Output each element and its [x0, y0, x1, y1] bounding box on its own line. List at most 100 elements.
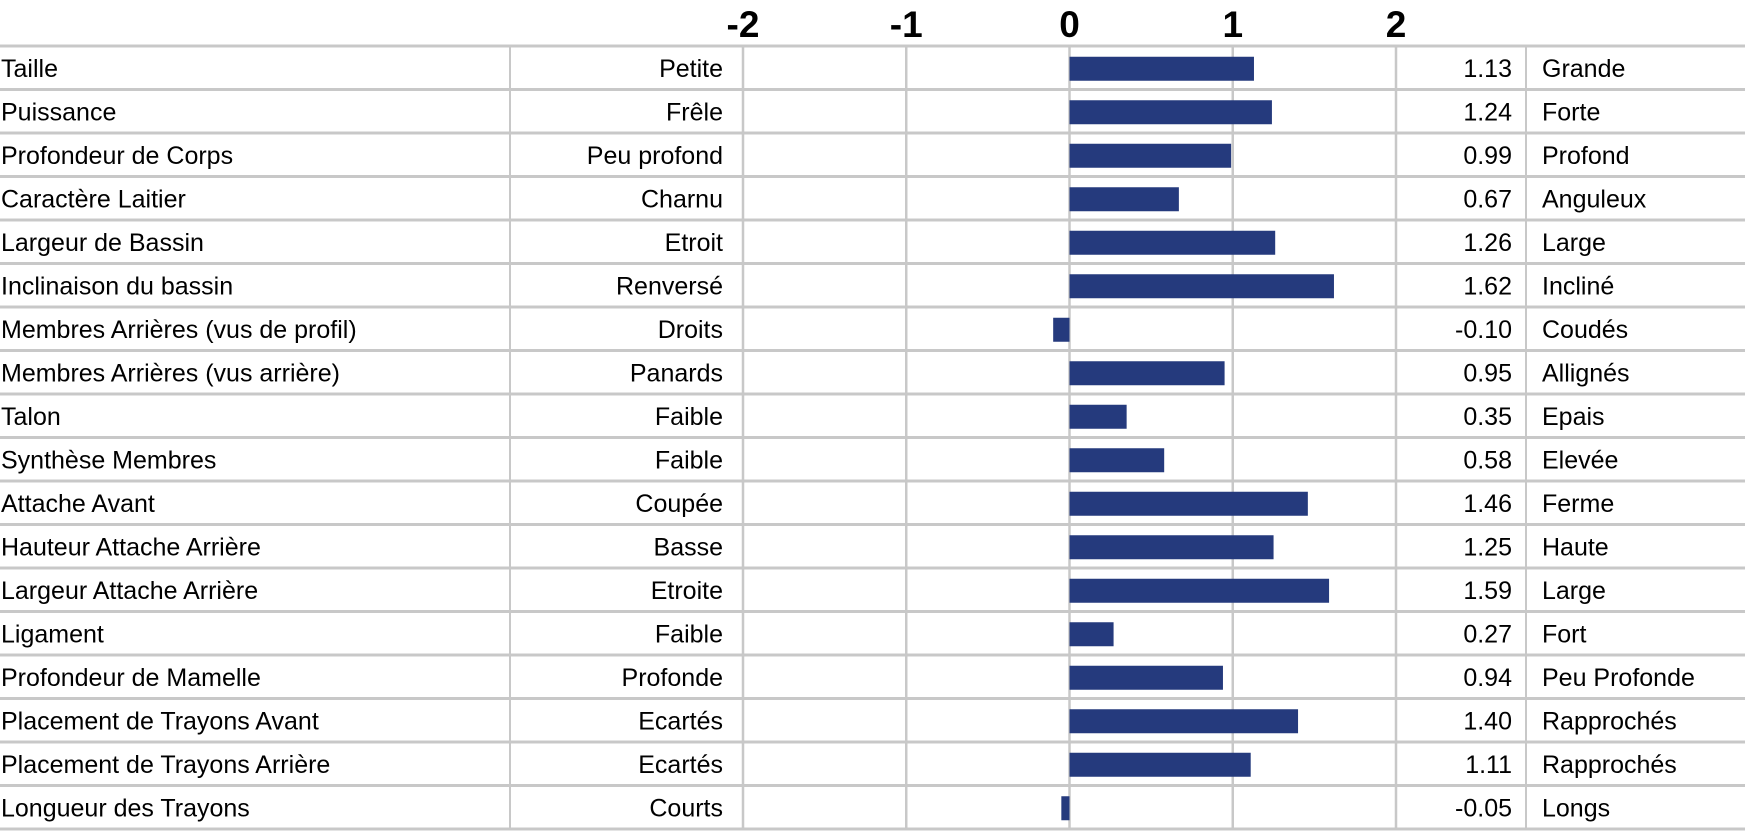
value-label: -0.05 — [1455, 794, 1512, 822]
trait-label: Membres Arrières (vus de profil) — [1, 316, 357, 344]
x-tick-label: 1 — [1222, 4, 1243, 45]
trait-row: Largeur de Bassin Etroit 1.26 Large — [1, 229, 1606, 257]
trait-row: Attache Avant Coupée 1.46 Ferme — [1, 490, 1614, 518]
value-bar — [1069, 665, 1223, 690]
high-extreme-label: Rapprochés — [1542, 751, 1677, 779]
trait-label: Talon — [1, 403, 61, 431]
trait-label: Membres Arrières (vus arrière) — [1, 359, 340, 387]
low-extreme-label: Droits — [658, 316, 723, 344]
low-extreme-label: Basse — [654, 533, 723, 561]
low-extreme-label: Panards — [630, 359, 723, 387]
trait-row: Inclinaison du bassin Renversé 1.62 Incliné — [1, 272, 1614, 300]
value-bar — [1069, 448, 1165, 473]
trait-row: Placement de Trayons Arrière Ecartés 1.11 R… — [1, 751, 1677, 779]
value-bar — [1069, 709, 1299, 734]
high-extreme-label: Elevée — [1542, 446, 1618, 474]
low-extreme-label: Faible — [655, 620, 723, 648]
trait-label: Hauteur Attache Arrière — [1, 533, 261, 561]
trait-row: Synthèse Membres Faible 0.58 Elevée — [1, 446, 1618, 474]
x-tick-label: 0 — [1059, 4, 1080, 45]
value-label: 1.62 — [1463, 272, 1512, 300]
value-label: 0.94 — [1463, 664, 1512, 692]
high-extreme-label: Peu Profonde — [1542, 664, 1695, 692]
trait-label: Placement de Trayons Arrière — [1, 751, 330, 779]
axis-tick-labels: -2 -1 0 1 2 — [727, 4, 1407, 45]
trait-label: Largeur de Bassin — [1, 229, 204, 257]
value-label: 0.58 — [1463, 446, 1512, 474]
low-extreme-label: Coupée — [635, 490, 723, 518]
value-label: 1.25 — [1463, 533, 1512, 561]
trait-row: Profondeur de Mamelle Profonde 0.94 Peu Pro… — [1, 664, 1695, 692]
value-label: 1.24 — [1463, 98, 1512, 126]
high-extreme-label: Forte — [1542, 98, 1600, 126]
trait-label: Ligament — [1, 620, 104, 648]
low-extreme-label: Petite — [659, 55, 723, 83]
x-tick-label: -2 — [727, 4, 760, 45]
value-bar — [1069, 187, 1179, 212]
high-extreme-label: Fort — [1542, 620, 1587, 648]
x-tick-label: -1 — [890, 4, 923, 45]
trait-row: Profondeur de Corps Peu profond 0.99 Profon… — [1, 142, 1630, 170]
high-extreme-label: Allignés — [1542, 359, 1630, 387]
value-bar — [1069, 578, 1330, 603]
value-label: 1.26 — [1463, 229, 1512, 257]
value-label: 1.40 — [1463, 707, 1512, 735]
value-label: 1.59 — [1463, 577, 1512, 605]
trait-label: Synthèse Membres — [1, 446, 216, 474]
trait-row: Largeur Attache Arrière Etroite 1.59 Large — [1, 577, 1606, 605]
value-label: -0.10 — [1455, 316, 1512, 344]
high-extreme-label: Coudés — [1542, 316, 1628, 344]
value-label: 1.11 — [1465, 751, 1512, 779]
low-extreme-label: Renversé — [616, 272, 723, 300]
value-bar — [1069, 535, 1274, 560]
trait-row: Caractère Laitier Charnu 0.67 Anguleux — [1, 185, 1647, 213]
low-extreme-label: Profonde — [622, 664, 723, 692]
value-bar — [1069, 143, 1232, 168]
high-extreme-label: Longs — [1542, 794, 1610, 822]
value-label: 0.27 — [1463, 620, 1512, 648]
trait-label: Inclinaison du bassin — [1, 272, 233, 300]
trait-row: Talon Faible 0.35 Epais — [1, 403, 1605, 431]
trait-label: Profondeur de Corps — [1, 142, 233, 170]
trait-row: Membres Arrières (vus arrière) Panards 0.9… — [1, 359, 1630, 387]
value-label: 0.99 — [1463, 142, 1512, 170]
low-extreme-label: Ecartés — [638, 751, 723, 779]
value-label: 0.95 — [1463, 359, 1512, 387]
low-extreme-label: Peu profond — [587, 142, 723, 170]
value-bar — [1053, 317, 1070, 342]
trait-label: Placement de Trayons Avant — [1, 707, 319, 735]
high-extreme-label: Profond — [1542, 142, 1630, 170]
value-label: 1.46 — [1463, 490, 1512, 518]
high-extreme-label: Large — [1542, 229, 1606, 257]
high-extreme-label: Ferme — [1542, 490, 1614, 518]
trait-label: Puissance — [1, 98, 116, 126]
value-bar — [1069, 361, 1225, 386]
low-extreme-label: Etroite — [651, 577, 723, 605]
x-tick-label: 2 — [1386, 4, 1407, 45]
value-bar — [1061, 796, 1070, 821]
trait-row: Puissance Frêle 1.24 Forte — [1, 98, 1600, 126]
trait-label: Taille — [1, 55, 58, 83]
trait-row: Placement de Trayons Avant Ecartés 1.40 Rap… — [1, 707, 1677, 735]
high-extreme-label: Large — [1542, 577, 1606, 605]
value-bar — [1069, 100, 1272, 125]
value-bar — [1069, 491, 1308, 516]
high-extreme-label: Grande — [1542, 55, 1625, 83]
value-label: 0.67 — [1463, 185, 1512, 213]
value-bar — [1069, 404, 1127, 429]
trait-row: Longueur des Trayons Courts -0.05 Longs — [1, 794, 1610, 822]
low-extreme-label: Charnu — [641, 185, 723, 213]
low-extreme-label: Courts — [649, 794, 723, 822]
trait-row: Ligament Faible 0.27 Fort — [1, 620, 1587, 648]
value-label: 0.35 — [1463, 403, 1512, 431]
value-bar — [1069, 752, 1251, 777]
low-extreme-label: Etroit — [665, 229, 723, 257]
low-extreme-label: Frêle — [666, 98, 723, 126]
high-extreme-label: Rapprochés — [1542, 707, 1677, 735]
low-extreme-label: Faible — [655, 446, 723, 474]
value-bar — [1069, 274, 1334, 299]
trait-label: Largeur Attache Arrière — [1, 577, 258, 605]
trait-label: Longueur des Trayons — [1, 794, 250, 822]
value-bar — [1069, 230, 1276, 255]
